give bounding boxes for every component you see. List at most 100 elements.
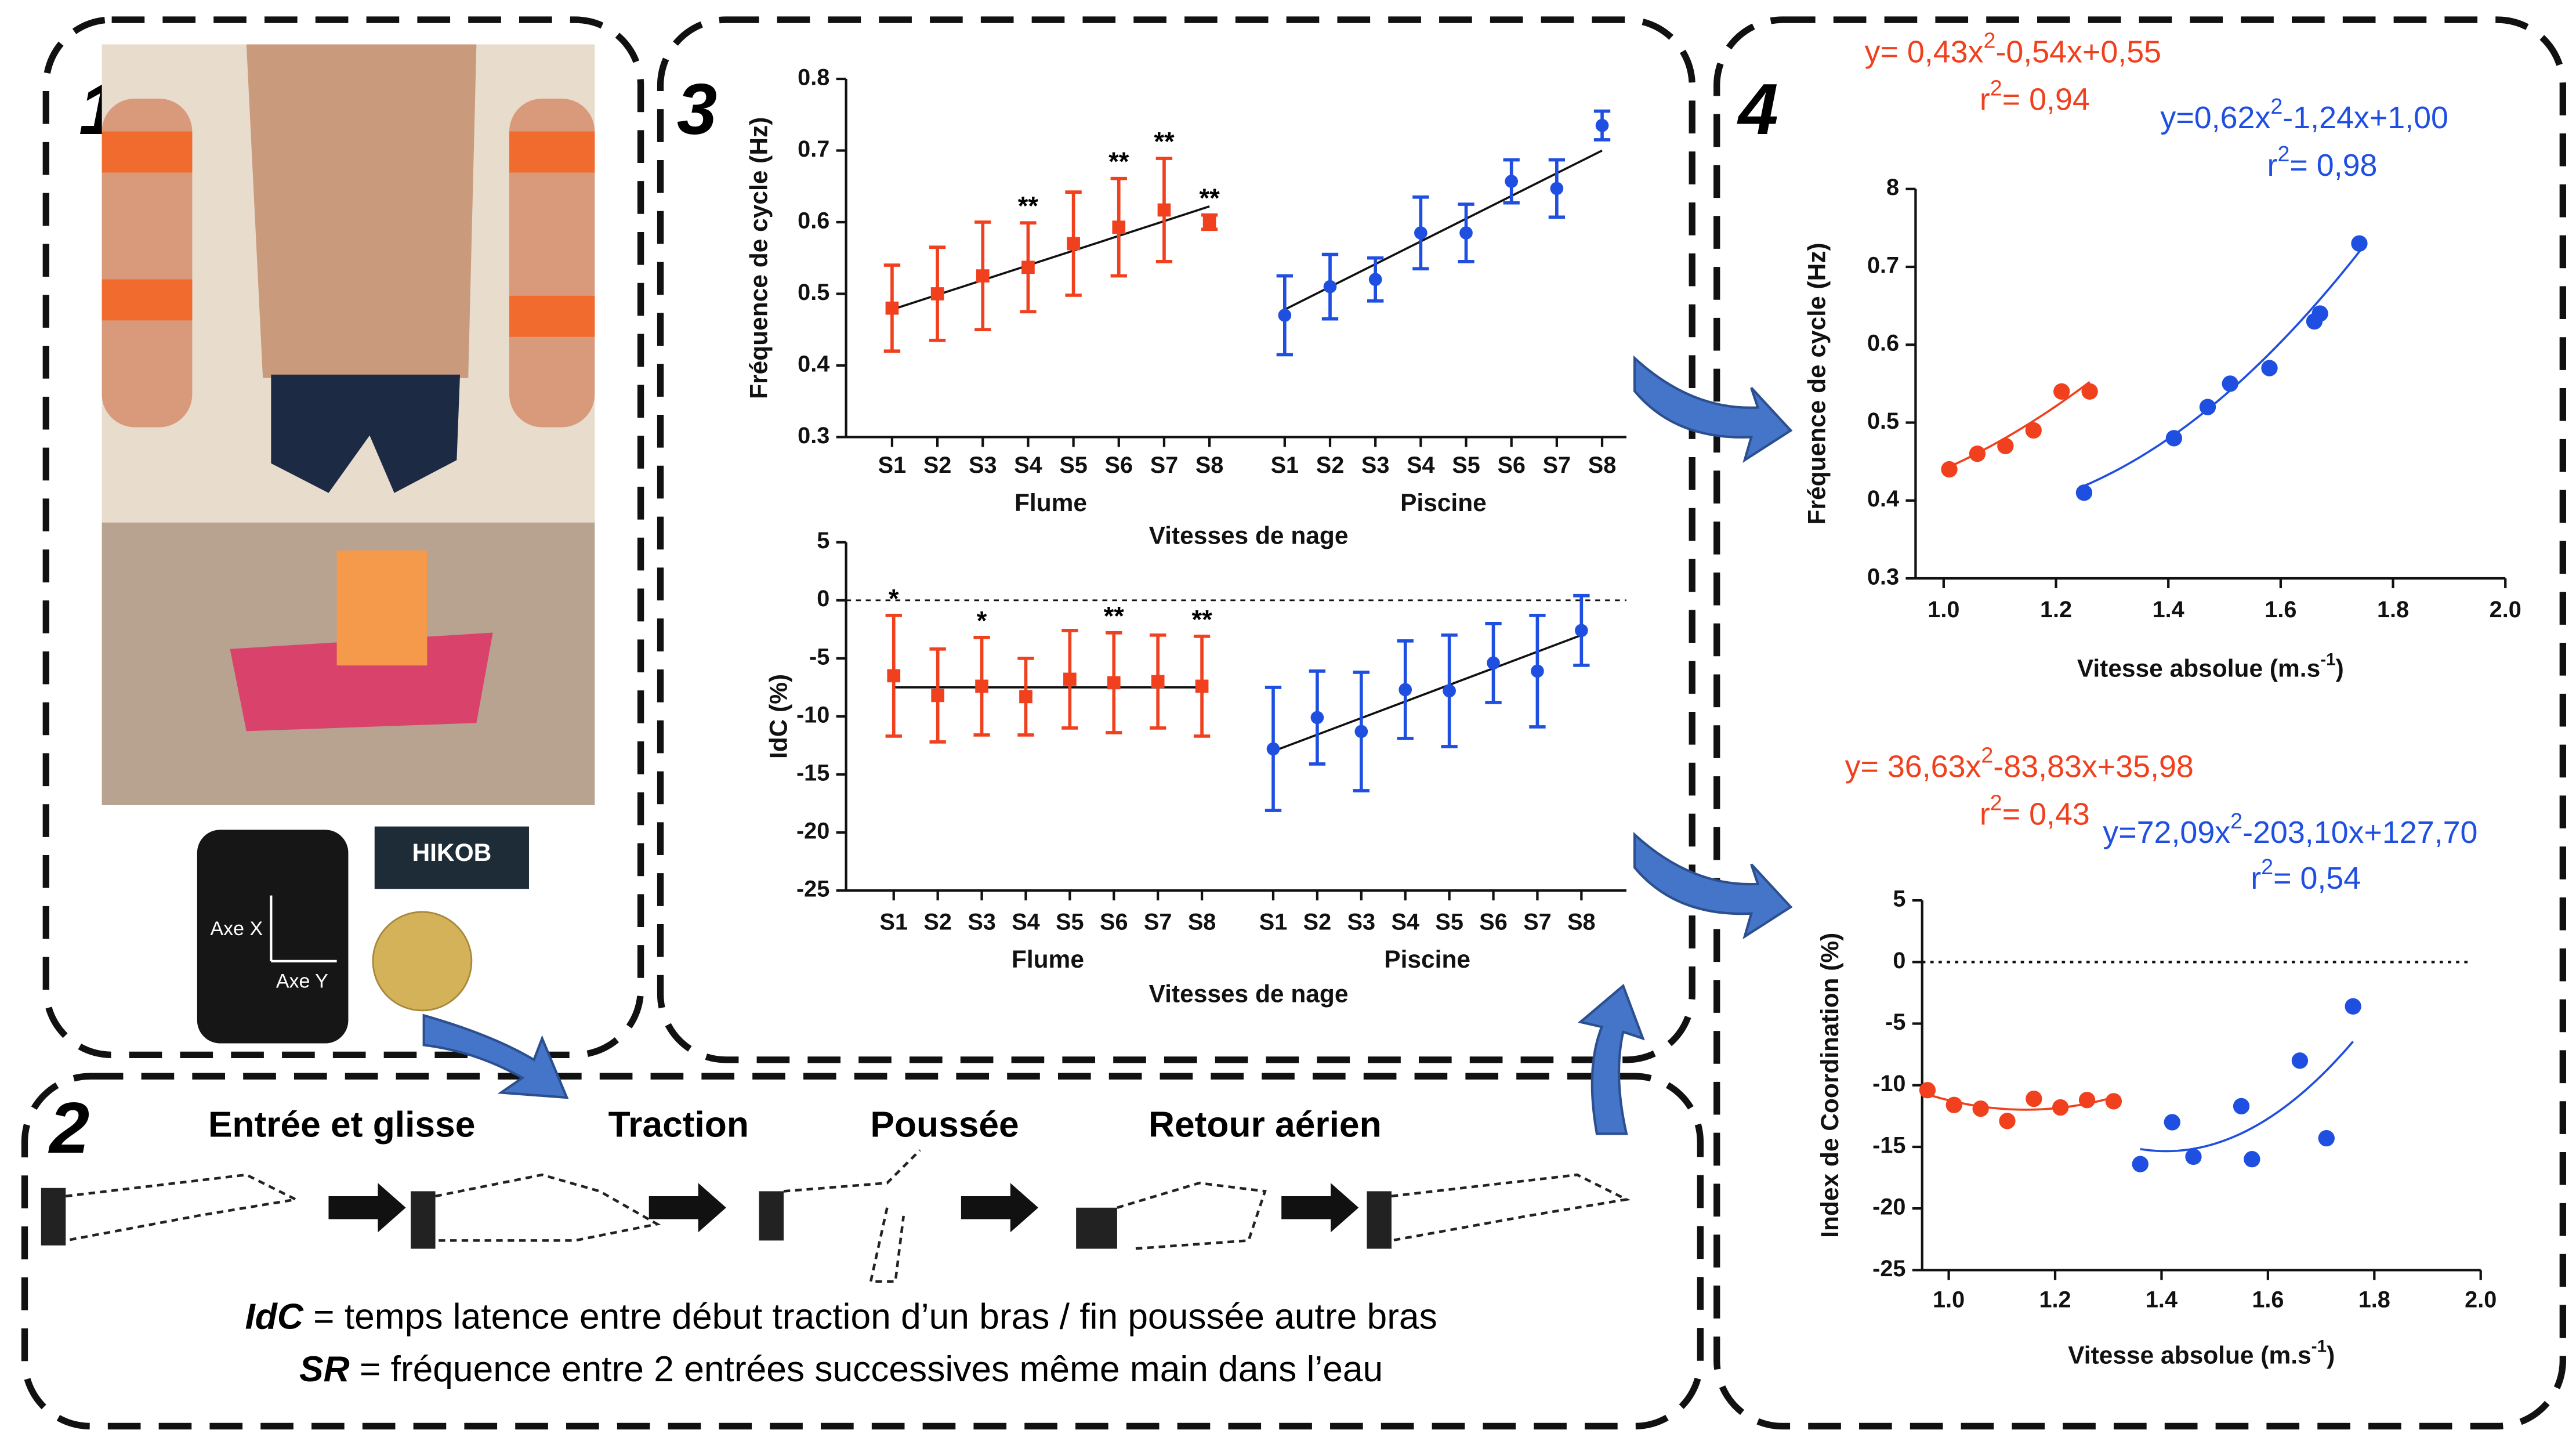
- equation-part: y= 0,43x: [1865, 35, 1984, 70]
- y-tick-label: -25: [1872, 1256, 1905, 1281]
- point: [1021, 260, 1035, 274]
- wrist: [1367, 1191, 1392, 1249]
- point: [1945, 1096, 1962, 1113]
- arrow: [1578, 983, 1645, 1135]
- x-tick-label: S5: [1452, 452, 1480, 478]
- equation-part: 2: [2270, 94, 2282, 118]
- y-tick-label: -20: [1872, 1194, 1905, 1220]
- definition: IdC = temps latence entre début traction…: [245, 1297, 1437, 1337]
- panel-number: 4: [1737, 69, 1778, 150]
- wrist: [41, 1187, 66, 1246]
- point: [2075, 484, 2093, 501]
- equation-part: = 0,94: [2002, 82, 2090, 117]
- equation-part: -83,83x+35,98: [1993, 750, 2193, 784]
- x-axis-label: Vitesses de nage: [1149, 522, 1349, 549]
- point: [931, 689, 944, 703]
- panel-frame: [42, 16, 644, 1059]
- equation-part: -0,54x+0,55: [1995, 35, 2161, 70]
- y-tick-label: 0.7: [1867, 252, 1899, 278]
- point: [2132, 1156, 2149, 1172]
- phase-label: Retour aérien: [1148, 1105, 1382, 1145]
- hand: [435, 1173, 661, 1242]
- y-tick-label: 0.6: [798, 208, 829, 233]
- point: [1067, 237, 1080, 251]
- hand: [1391, 1173, 1631, 1242]
- x-tick-label: S3: [1347, 909, 1376, 935]
- point: [2261, 360, 2278, 376]
- equation-part: -1: [2320, 650, 2335, 669]
- point: [1398, 683, 1412, 697]
- x-tick-label: 2.0: [2490, 597, 2521, 622]
- tape: [509, 131, 595, 173]
- fit-curve: [2084, 244, 2366, 487]
- significance: **: [1154, 127, 1175, 157]
- point: [1575, 624, 1588, 638]
- point: [2105, 1093, 2122, 1110]
- hand: [65, 1173, 300, 1242]
- definition-text: = temps latence entre début traction d’u…: [303, 1297, 1437, 1337]
- group-label: Flume: [1015, 490, 1087, 517]
- point: [2185, 1148, 2202, 1165]
- y-axis-label: Fréquence de cycle (Hz): [1804, 242, 1831, 524]
- x-tick-label: 1.4: [2146, 1287, 2178, 1313]
- panel-number: 3: [677, 69, 717, 150]
- point: [2053, 383, 2070, 400]
- point: [1107, 676, 1121, 690]
- panel-frame: [21, 1073, 1704, 1430]
- point: [2351, 235, 2368, 252]
- sensor-tape: [336, 550, 427, 666]
- x-tick-label: S5: [1435, 909, 1463, 935]
- x-tick-label: 1.0: [1933, 1287, 1965, 1313]
- x-tick-label: S1: [1271, 452, 1299, 478]
- equation: r2= 0,54: [2251, 855, 2361, 896]
- equation-part: y=72,09x: [2103, 815, 2230, 850]
- x-tick-label: S7: [1523, 909, 1552, 935]
- wrist: [1076, 1207, 1117, 1249]
- y-tick-label: 0.5: [1867, 408, 1899, 434]
- equation-part: ): [2327, 1342, 2335, 1370]
- point: [2165, 430, 2183, 447]
- point: [1157, 203, 1171, 217]
- point: [2345, 998, 2361, 1015]
- equation-part: y=0,62x: [2160, 100, 2270, 135]
- equation: Vitesse absolue (m.s-1): [2068, 1337, 2335, 1370]
- trend-line: [1273, 634, 1582, 752]
- significance: **: [1108, 147, 1129, 176]
- point: [1202, 215, 1216, 229]
- arrow: [961, 1183, 1038, 1233]
- point: [2233, 1098, 2250, 1115]
- arm: [509, 98, 595, 428]
- point: [1941, 461, 1958, 478]
- y-tick-label: -10: [796, 702, 829, 727]
- sensor-axis-label: Axe Y: [276, 971, 328, 993]
- point: [1368, 273, 1382, 287]
- group-label: Piscine: [1400, 490, 1487, 517]
- group-label: Flume: [1012, 946, 1084, 973]
- x-tick-label: S4: [1391, 909, 1419, 935]
- point: [2052, 1099, 2069, 1116]
- wrist: [411, 1191, 436, 1249]
- point: [1151, 675, 1165, 689]
- significance: **: [1199, 183, 1220, 213]
- y-tick-label: -10: [1872, 1071, 1905, 1096]
- logo-text: HIKOB: [412, 839, 491, 867]
- point: [1195, 679, 1209, 693]
- point: [2318, 1129, 2335, 1147]
- significance: *: [889, 584, 899, 613]
- torso: [246, 44, 477, 378]
- y-tick-label: -5: [1885, 1009, 1905, 1035]
- arrow: [1281, 1183, 1359, 1233]
- x-axis-label: Vitesses de nage: [1149, 981, 1349, 1008]
- y-axis-label: Fréquence de cycle (Hz): [746, 117, 773, 399]
- x-tick-label: 1.4: [2153, 597, 2184, 622]
- equation-part: = 0,54: [2273, 861, 2361, 896]
- equation: y= 36,63x2-83,83x+35,98: [1845, 743, 2194, 784]
- tape: [509, 295, 595, 337]
- x-tick-label: 1.8: [2377, 597, 2409, 622]
- stroke-drawings: [41, 1149, 1631, 1283]
- equation-part: 2: [1990, 76, 2002, 100]
- x-tick-label: S4: [1407, 452, 1435, 478]
- point: [1354, 725, 1368, 738]
- logo: [374, 826, 529, 889]
